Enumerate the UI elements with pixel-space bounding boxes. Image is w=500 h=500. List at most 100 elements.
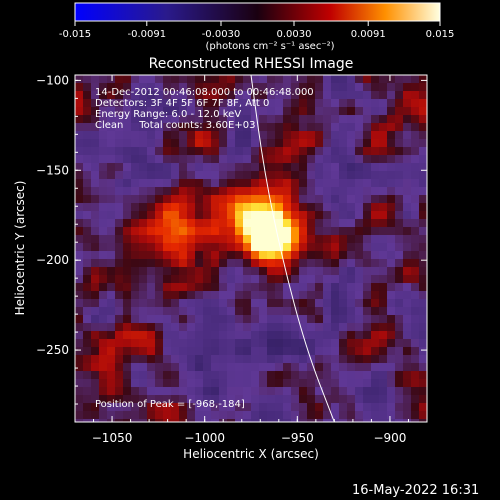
heatmap-cell (283, 379, 291, 387)
heatmap-cell (379, 251, 387, 259)
heatmap-cell (331, 235, 339, 243)
heatmap-cell (211, 139, 219, 147)
heatmap-cell (131, 275, 139, 283)
heatmap-cell (91, 131, 99, 139)
heatmap-cell (267, 91, 275, 99)
heatmap-cell (403, 259, 411, 267)
heatmap-cell (355, 131, 363, 139)
heatmap-cell (379, 315, 387, 323)
heatmap-cell (371, 283, 379, 291)
heatmap-cell (411, 371, 419, 379)
heatmap-cell (379, 91, 387, 99)
heatmap-cell (243, 171, 251, 179)
heatmap-cell (115, 83, 123, 91)
heatmap-cell (355, 371, 363, 379)
heatmap-cell (123, 283, 131, 291)
heatmap-cell (179, 387, 187, 395)
heatmap-cell (339, 115, 347, 123)
heatmap-cell (339, 187, 347, 195)
heatmap-cell (139, 155, 147, 163)
heatmap-cell (363, 379, 371, 387)
heatmap-cell (195, 75, 203, 83)
heatmap-cell (275, 339, 283, 347)
heatmap-cell (211, 155, 219, 163)
heatmap-cell (251, 187, 259, 195)
heatmap-cell (307, 259, 315, 267)
heatmap-cell (419, 131, 427, 139)
heatmap-cell (267, 155, 275, 163)
heatmap-cell (235, 419, 243, 422)
heatmap-cell (83, 419, 91, 422)
heatmap-cell (107, 275, 115, 283)
heatmap-cell (171, 379, 179, 387)
heatmap-cell (131, 347, 139, 355)
heatmap-cell (99, 299, 107, 307)
heatmap-cell (395, 275, 403, 283)
heatmap-cell (363, 419, 371, 422)
heatmap-cell (291, 123, 299, 131)
heatmap-cell (227, 419, 235, 422)
heatmap-cell (419, 107, 427, 115)
heatmap-cell (371, 267, 379, 275)
heatmap-cell (323, 251, 331, 259)
heatmap-cell (291, 195, 299, 203)
heatmap-cell (395, 331, 403, 339)
heatmap-cell (99, 99, 107, 107)
heatmap-cell (195, 235, 203, 243)
heatmap-cell (163, 83, 171, 91)
heatmap-cell (75, 259, 83, 267)
heatmap-cell (419, 347, 427, 355)
heatmap-cell (83, 347, 91, 355)
heatmap-cell (283, 99, 291, 107)
heatmap-cell (187, 147, 195, 155)
heatmap-cell (99, 267, 107, 275)
heatmap-cell (259, 179, 267, 187)
heatmap-cell (163, 371, 171, 379)
heatmap-cell (363, 243, 371, 251)
heatmap-cell (83, 115, 91, 123)
heatmap-cell (203, 147, 211, 155)
heatmap-cell (267, 227, 275, 235)
heatmap-cell (219, 299, 227, 307)
heatmap-cell (339, 259, 347, 267)
heatmap-cell (315, 267, 323, 275)
heatmap-cell (99, 307, 107, 315)
heatmap-cell (187, 355, 195, 363)
heatmap-cell (107, 179, 115, 187)
heatmap-cell (323, 275, 331, 283)
heatmap-cell (283, 419, 291, 422)
heatmap-cell (91, 387, 99, 395)
heatmap-cell (251, 379, 259, 387)
heatmap-cell (203, 107, 211, 115)
heatmap-cell (387, 99, 395, 107)
heatmap-cell (195, 371, 203, 379)
heatmap-cell (83, 363, 91, 371)
heatmap-cell (259, 275, 267, 283)
heatmap-cell (275, 379, 283, 387)
heatmap-cell (403, 339, 411, 347)
heatmap-cell (347, 131, 355, 139)
heatmap-cell (291, 395, 299, 403)
heatmap-cell (99, 171, 107, 179)
heatmap-cell (83, 299, 91, 307)
heatmap-cell (187, 75, 195, 83)
heatmap-cell (379, 363, 387, 371)
heatmap-cell (107, 267, 115, 275)
heatmap-cell (395, 115, 403, 123)
heatmap-cell (411, 251, 419, 259)
heatmap-cell (171, 203, 179, 211)
heatmap-cell (403, 307, 411, 315)
heatmap-cell (203, 299, 211, 307)
heatmap-cell (419, 283, 427, 291)
heatmap-cell (419, 259, 427, 267)
heatmap-cell (283, 147, 291, 155)
heatmap-cell (395, 203, 403, 211)
heatmap-cell (219, 251, 227, 259)
heatmap-cell (99, 179, 107, 187)
heatmap-cell (387, 155, 395, 163)
heatmap-cell (123, 339, 131, 347)
heatmap-cell (275, 243, 283, 251)
heatmap-cell (347, 363, 355, 371)
heatmap-cell (139, 355, 147, 363)
heatmap-cell (347, 75, 355, 83)
